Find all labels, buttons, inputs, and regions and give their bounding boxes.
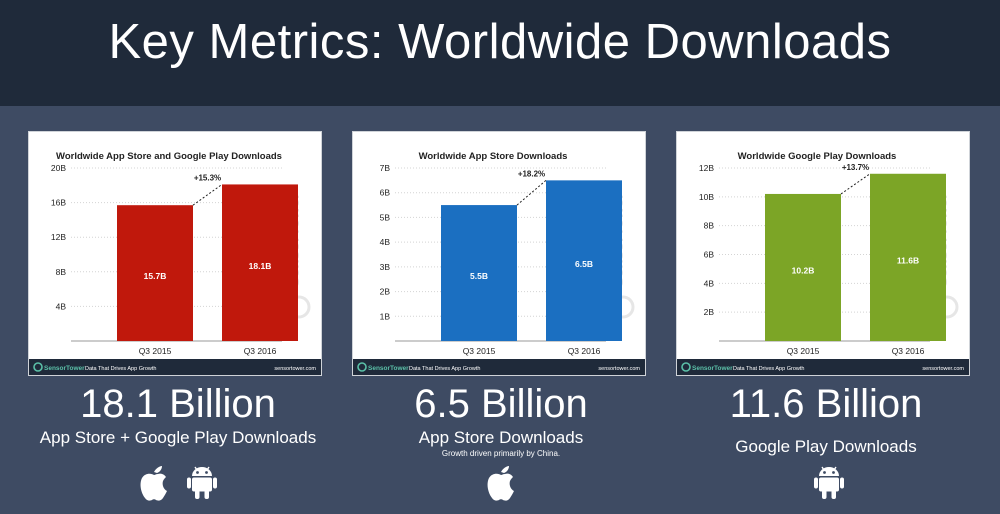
metric-app-store-value: 6.5 Billion [414, 382, 588, 426]
metric-total-value: 18.1 Billion [80, 382, 276, 426]
bar-value-label: 11.6B [897, 256, 919, 266]
growth-label: +13.7% [842, 163, 869, 172]
sensortower-logo-icon [33, 362, 43, 372]
metric-google-play-value: 11.6 Billion [729, 382, 923, 426]
y-tick-label: 6B [704, 250, 715, 260]
sensortower-logo-icon [681, 362, 691, 372]
bar [546, 180, 622, 341]
chart-app-store: Worldwide App Store Downloads SensorTower… [353, 151, 645, 375]
y-tick-label: 4B [56, 301, 67, 311]
growth-connector [840, 173, 871, 195]
footer-tagline: Data That Drives App Growth [733, 366, 804, 372]
y-tick-label: 7B [380, 163, 391, 173]
footer-tagline: Data That Drives App Growth [85, 366, 156, 372]
bar-value-label: 10.2B [792, 265, 815, 275]
y-tick-label: 8B [704, 221, 715, 231]
y-tick-label: 3B [380, 262, 391, 272]
y-tick-label: 2B [704, 307, 715, 317]
bar-value-label: 15.7B [144, 271, 167, 281]
chart-title: Worldwide Google Play Downloads [738, 151, 897, 162]
android-icon [814, 466, 844, 499]
x-tick-label: Q3 2016 [244, 346, 277, 356]
android-icon [187, 466, 217, 499]
footer-tagline: Data That Drives App Growth [409, 366, 480, 372]
platform-icons-total [137, 462, 219, 506]
y-tick-label: 2B [380, 287, 391, 297]
footer-bar [677, 359, 969, 375]
footer-brand: SensorTower [44, 365, 85, 372]
chart-title: Worldwide App Store Downloads [419, 151, 568, 162]
apple-icon [140, 466, 167, 501]
x-tick-label: Q3 2016 [568, 346, 601, 356]
bar [765, 193, 841, 341]
platform-icons-app-store [484, 462, 518, 506]
y-tick-label: 20B [51, 163, 66, 173]
chart-panel-app-store: Worldwide App Store Downloads SensorTower… [352, 131, 646, 376]
x-tick-label: Q3 2015 [463, 346, 496, 356]
growth-connector [192, 184, 223, 206]
y-tick-label: 10B [699, 192, 714, 202]
y-tick-label: 8B [56, 267, 67, 277]
footer-url: sensortower.com [922, 366, 964, 372]
footer-brand: SensorTower [368, 365, 409, 372]
growth-label: +15.3% [194, 173, 221, 182]
chart-panel-google-play: Worldwide Google Play Downloads SensorTow… [676, 131, 970, 376]
chart-panel-total: Worldwide App Store and Google Play Down… [28, 131, 322, 376]
metric-app-store-label: App Store Downloads [418, 428, 584, 447]
metric-google-play-label: Google Play Downloads [735, 437, 917, 456]
footer-bar [29, 359, 321, 375]
page-title: Key Metrics: Worldwide Downloads [108, 15, 892, 69]
bar-value-label: 18.1B [249, 261, 272, 271]
footer-url: sensortower.com [598, 366, 640, 372]
metric-app-store-note: Growth driven primarily by China. [441, 449, 561, 458]
footer-brand: SensorTower [692, 365, 733, 372]
chart-total: Worldwide App Store and Google Play Down… [29, 151, 321, 375]
metric-total-label: App Store + Google Play Downloads [39, 428, 317, 447]
bar [870, 173, 946, 341]
bar-value-label: 6.5B [575, 259, 593, 269]
y-tick-label: 5B [380, 212, 391, 222]
y-tick-label: 4B [380, 237, 391, 247]
growth-label: +18.2% [518, 169, 545, 178]
y-tick-label: 1B [380, 311, 391, 321]
bar [222, 184, 298, 341]
chart-google-play: Worldwide Google Play Downloads SensorTow… [677, 151, 969, 375]
x-tick-label: Q3 2015 [787, 346, 820, 356]
platform-icons-google-play [812, 462, 846, 506]
header-bar: Key Metrics: Worldwide Downloads [0, 0, 1000, 106]
y-tick-label: 12B [699, 163, 714, 173]
footer-url: sensortower.com [274, 366, 316, 372]
bar [117, 205, 193, 341]
y-tick-label: 12B [51, 232, 66, 242]
y-tick-label: 6B [380, 188, 391, 198]
y-tick-label: 16B [51, 198, 66, 208]
footer-bar [353, 359, 645, 375]
x-tick-label: Q3 2015 [139, 346, 172, 356]
sensortower-logo-icon [357, 362, 367, 372]
x-tick-label: Q3 2016 [892, 346, 925, 356]
y-tick-label: 4B [704, 278, 715, 288]
chart-title: Worldwide App Store and Google Play Down… [56, 151, 282, 162]
bar [441, 205, 517, 341]
bar-value-label: 5.5B [470, 271, 488, 281]
apple-icon [487, 466, 514, 501]
